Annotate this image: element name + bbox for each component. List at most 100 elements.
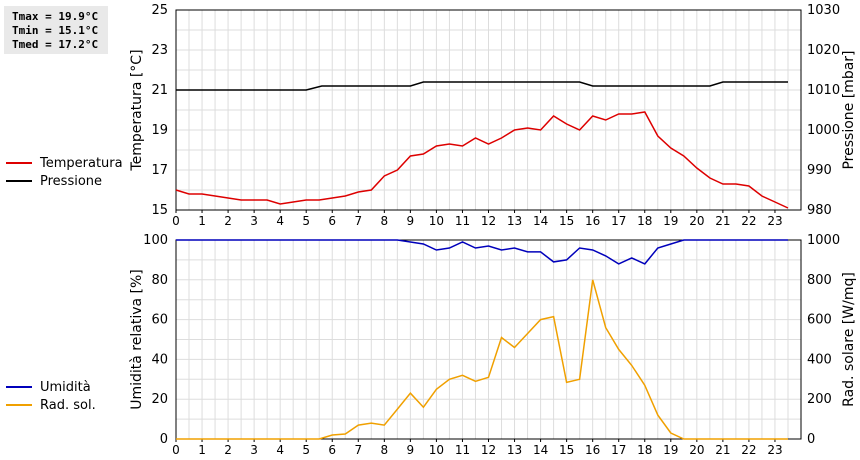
tmed-label: Tmed = 17.2°C	[12, 38, 99, 51]
x-tick-label: 3	[250, 214, 258, 228]
x-tick-label: 4	[276, 214, 284, 228]
y-tick-label: 0	[160, 432, 168, 447]
y-tick-label: 80	[151, 273, 168, 288]
y2-tick-label: 990	[807, 163, 832, 178]
y-tick-label: 40	[151, 352, 168, 367]
x-tick-label: 2	[224, 214, 232, 228]
y2-tick-label: 400	[807, 352, 832, 367]
y-tick-label: 20	[151, 392, 168, 407]
series-line-temperatura	[175, 111, 789, 209]
x-tick-label: 10	[429, 214, 444, 228]
x-tick-label: 18	[637, 443, 652, 457]
x-tick-label: 21	[715, 443, 730, 457]
x-tick-label: 1	[198, 443, 206, 457]
y-tick-label: 23	[151, 43, 168, 58]
y2-axis-title: Pressione [mbar]	[841, 50, 857, 169]
legend-label-umidita: Umidità	[40, 379, 91, 395]
x-tick-label: 21	[715, 214, 730, 228]
y2-tick-label: 1010	[807, 83, 840, 98]
y2-tick-label: 0	[807, 432, 815, 447]
y-tick-label: 25	[151, 3, 168, 18]
y-tick-label: 100	[143, 233, 168, 248]
x-tick-label: 23	[767, 443, 782, 457]
x-tick-label: 1	[198, 214, 206, 228]
y2-axis-title: Rad. solare [W/mq]	[841, 272, 857, 407]
y2-tick-label: 600	[807, 313, 832, 328]
x-tick-label: 7	[354, 443, 362, 457]
y-tick-label: 15	[151, 203, 168, 218]
y-tick-label: 21	[151, 83, 168, 98]
x-tick-label: 12	[481, 214, 496, 228]
legend-item-radsol: Rad. sol.	[6, 396, 96, 414]
x-tick-label: 0	[172, 443, 180, 457]
y-tick-label: 19	[151, 123, 168, 138]
x-tick-label: 23	[767, 214, 782, 228]
y2-tick-label: 1000	[807, 123, 840, 138]
x-tick-label: 4	[276, 443, 284, 457]
stats-box: Tmax = 19.9°C Tmin = 15.1°C Tmed = 17.2°…	[4, 6, 108, 54]
x-tick-label: 17	[611, 214, 626, 228]
legend-swatch-umidita	[6, 386, 32, 388]
x-tick-label: 0	[172, 214, 180, 228]
x-tick-label: 17	[611, 443, 626, 457]
x-tick-label: 18	[637, 214, 652, 228]
y-tick-label: 17	[151, 163, 168, 178]
x-tick-label: 13	[507, 443, 522, 457]
x-tick-label: 22	[741, 443, 756, 457]
x-tick-label: 11	[455, 443, 470, 457]
legend-top: Temperatura Pressione	[6, 154, 123, 190]
x-tick-label: 8	[381, 214, 389, 228]
x-tick-label: 15	[559, 443, 574, 457]
y2-tick-label: 1000	[807, 233, 840, 248]
y-axis-title: Umidità relativa [%]	[129, 269, 145, 410]
x-tick-label: 22	[741, 214, 756, 228]
x-tick-label: 16	[585, 214, 600, 228]
y-tick-label: 60	[151, 313, 168, 328]
y2-tick-label: 1030	[807, 3, 840, 18]
x-tick-label: 6	[328, 443, 336, 457]
x-tick-label: 6	[328, 214, 336, 228]
x-tick-label: 20	[689, 214, 704, 228]
plot-frame	[175, 239, 802, 440]
series-line-umidit	[176, 239, 788, 265]
x-tick-label: 7	[354, 214, 362, 228]
x-tick-label: 11	[455, 214, 470, 228]
plot-frame	[175, 9, 802, 211]
x-tick-label: 8	[381, 443, 389, 457]
legend-label-pressione: Pressione	[40, 173, 103, 189]
y2-tick-label: 980	[807, 203, 832, 218]
tmax-label: Tmax = 19.9°C	[12, 10, 99, 23]
legend-label-temperatura: Temperatura	[40, 155, 123, 171]
x-tick-label: 19	[663, 443, 678, 457]
x-tick-label: 3	[250, 443, 258, 457]
x-tick-label: 10	[429, 443, 444, 457]
y-axis-title: Temperatura [°C]	[129, 49, 145, 171]
x-tick-label: 5	[302, 214, 310, 228]
series-line-pressione	[176, 81, 788, 91]
y2-tick-label: 200	[807, 392, 832, 407]
legend-swatch-temperatura	[6, 162, 32, 164]
x-tick-label: 12	[481, 443, 496, 457]
legend-item-pressione: Pressione	[6, 172, 123, 190]
legend-swatch-pressione	[6, 180, 32, 182]
x-tick-label: 19	[663, 214, 678, 228]
x-tick-label: 14	[533, 443, 548, 457]
series-line-rad-sol	[176, 279, 788, 440]
legend-swatch-radsol	[6, 404, 32, 406]
x-tick-label: 5	[302, 443, 310, 457]
x-tick-label: 14	[533, 214, 548, 228]
chart-panel-2: 0 1 2 3 4 5 6 7 8 9 10 11 12 13 14 15 16 17 18 19 20 21 22 2302…	[129, 233, 857, 457]
chart-panel-1: 0 1 2 3 4 5 6 7 8 9 10 11 12 13 14 15 16 17 18 19 20 21 22 2315…	[129, 3, 857, 228]
x-tick-label: 9	[407, 443, 415, 457]
x-tick-label: 9	[407, 214, 415, 228]
legend-bottom-group: Umidità Rad. sol.	[6, 378, 96, 414]
x-tick-label: 2	[224, 443, 232, 457]
y2-tick-label: 1020	[807, 43, 840, 58]
legend-item-umidita: Umidità	[6, 378, 96, 396]
tmin-label: Tmin = 15.1°C	[12, 24, 99, 37]
x-tick-label: 13	[507, 214, 522, 228]
x-tick-label: 20	[689, 443, 704, 457]
y2-tick-label: 800	[807, 273, 832, 288]
legend-item-temperatura: Temperatura	[6, 154, 123, 172]
